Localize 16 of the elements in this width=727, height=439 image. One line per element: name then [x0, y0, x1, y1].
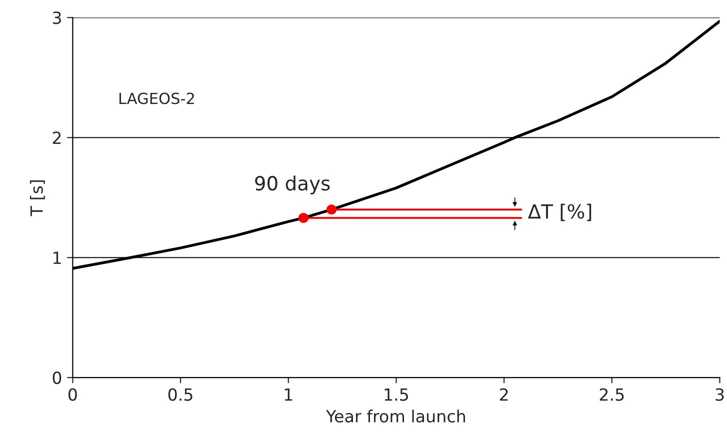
x-tick-label: 3 — [716, 388, 724, 401]
x-tick-label: 2 — [500, 388, 508, 401]
x-tick-label: 0 — [68, 388, 77, 401]
y-tick-label: 1 — [54, 252, 61, 264]
x-tick-label: 1.5 — [384, 388, 408, 401]
y-axis-title: T [s] — [30, 180, 45, 216]
y-tick-label: 3 — [52, 12, 61, 24]
y-tick-label: 0 — [52, 372, 62, 384]
x-tick-label: 2.5 — [600, 388, 624, 401]
y-tick-label: 2 — [52, 132, 61, 144]
x-tick-label: 0.5 — [168, 388, 192, 401]
annotation: 90 days — [255, 176, 330, 194]
annotation: LAGEOS-2 — [119, 92, 194, 104]
annotation: ΔT [%] — [528, 204, 592, 222]
x-axis-title: Year from launch — [326, 410, 465, 423]
x-tick-label: 1 — [284, 388, 292, 401]
